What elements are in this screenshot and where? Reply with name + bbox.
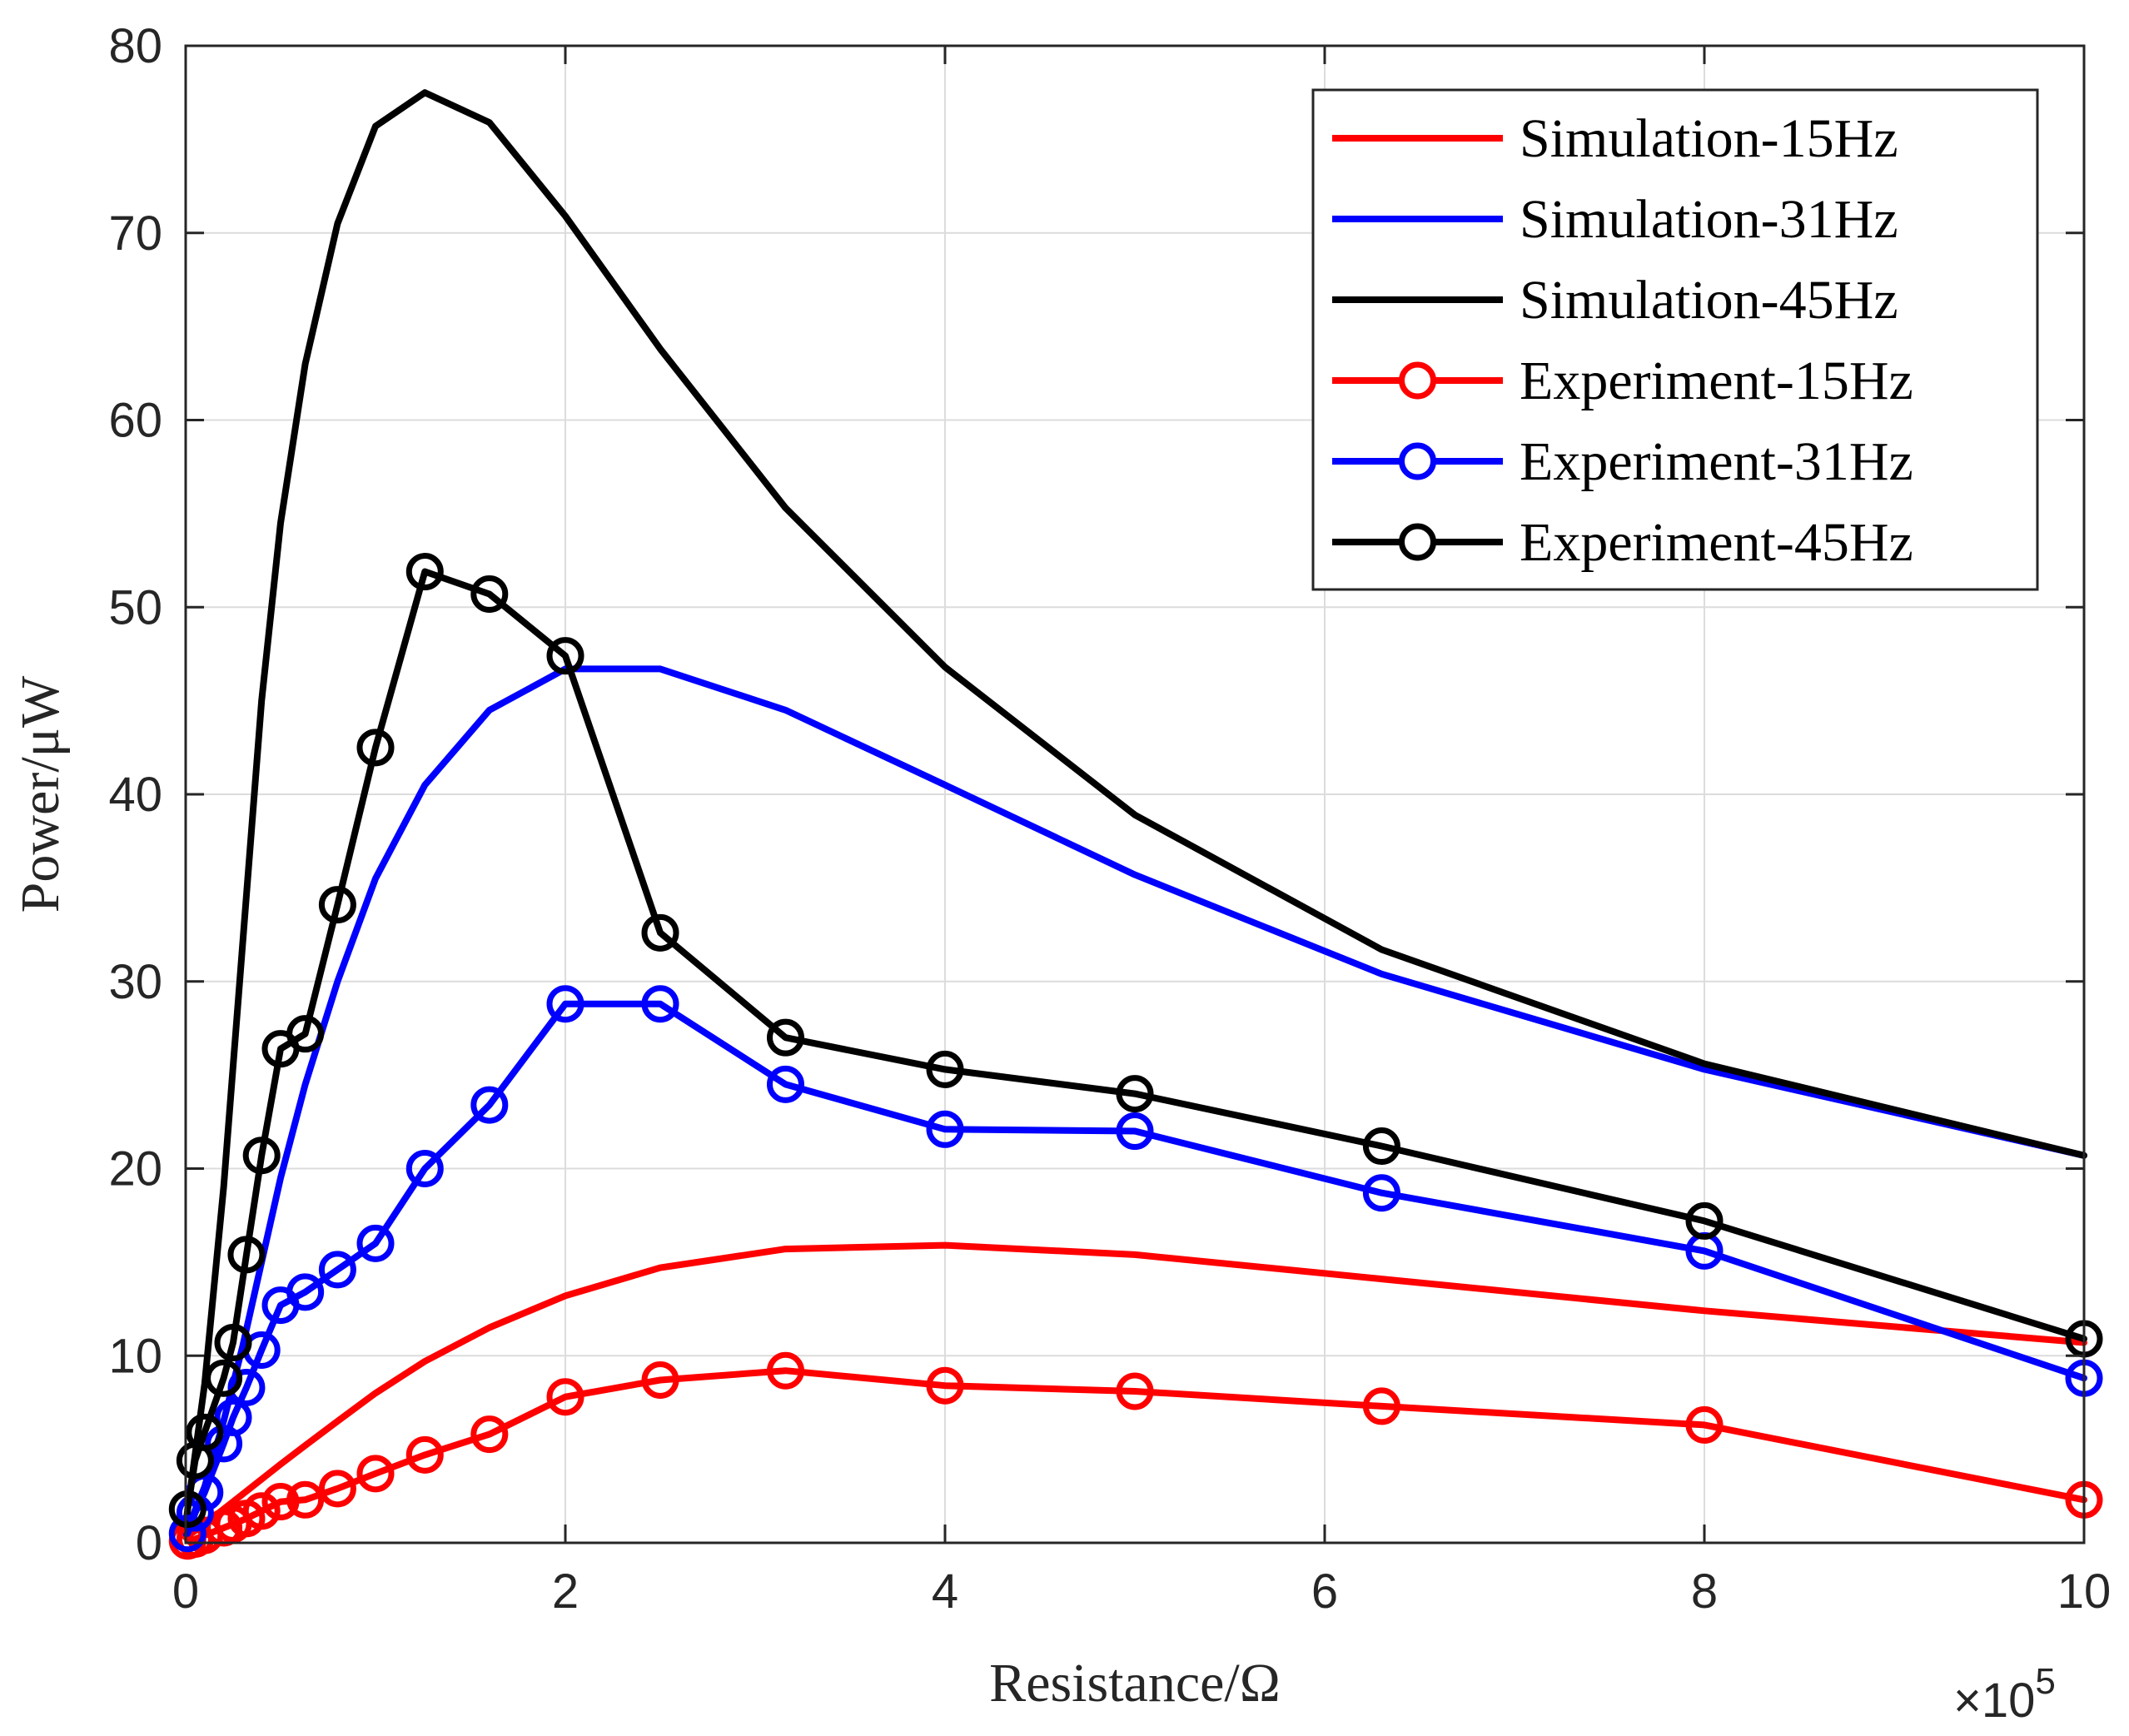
data-point-experiment-31hz xyxy=(405,1150,444,1187)
legend-label: Simulation-45Hz xyxy=(1520,270,1898,331)
legend-entry-experiment-15hz: Experiment-15Hz xyxy=(1332,351,1913,411)
data-point-experiment-45hz xyxy=(168,1490,206,1529)
y-tick-label: 30 xyxy=(108,955,162,1009)
series-line-simulation-15hz xyxy=(182,1241,2087,1541)
series-line-experiment-15hz xyxy=(184,1367,2087,1544)
ticks xyxy=(184,44,2086,1544)
x-tick-label: 8 xyxy=(1691,1564,1718,1619)
data-point-experiment-31hz xyxy=(214,1398,252,1436)
series-simulation-45hz xyxy=(182,89,2087,1528)
series-experiment-15hz xyxy=(168,1351,2103,1560)
data-point-experiment-45hz xyxy=(1116,1075,1154,1113)
data-point-experiment-15hz xyxy=(286,1480,325,1519)
legend-entry-simulation-31hz: Simulation-31Hz xyxy=(1332,189,1898,250)
data-point-experiment-45hz xyxy=(205,1359,243,1397)
series-layer xyxy=(168,89,2103,1560)
series-simulation-15hz xyxy=(182,1241,2087,1541)
series-experiment-31hz xyxy=(168,985,2103,1553)
legend-entry-simulation-45hz: Simulation-45Hz xyxy=(1332,270,1898,331)
series-line-experiment-45hz xyxy=(184,568,2087,1513)
data-point-experiment-45hz xyxy=(214,1324,252,1362)
legend-box xyxy=(1311,88,2039,591)
x-exponent-label: ×105 xyxy=(1953,1661,2056,1728)
data-point-experiment-15hz xyxy=(1685,1405,1724,1444)
legend-entry-simulation-15hz: Simulation-15Hz xyxy=(1332,108,1898,169)
x-tick-label: 2 xyxy=(552,1564,579,1619)
series-line-simulation-31hz xyxy=(182,665,2087,1537)
data-point-experiment-31hz xyxy=(286,1273,325,1311)
data-point-experiment-45hz xyxy=(926,1050,964,1088)
data-point-experiment-15hz xyxy=(242,1492,281,1530)
legend-marker xyxy=(1399,361,1436,400)
data-point-experiment-31hz xyxy=(546,985,584,1023)
y-axis-title: Power/μW xyxy=(10,675,71,913)
legend-marker xyxy=(1399,442,1436,480)
data-point-experiment-45hz xyxy=(242,1137,281,1175)
legend-label: Experiment-31Hz xyxy=(1520,431,1913,492)
y-tick-label: 40 xyxy=(108,768,162,822)
legend-label: Experiment-45Hz xyxy=(1520,512,1913,573)
data-point-experiment-31hz xyxy=(1362,1174,1400,1212)
data-point-experiment-15hz xyxy=(546,1378,584,1416)
x-axis-title: Resistance/Ω xyxy=(989,1653,1281,1714)
y-tick-label: 10 xyxy=(108,1329,162,1383)
data-point-experiment-31hz xyxy=(318,1251,356,1289)
data-point-experiment-45hz xyxy=(766,1018,804,1057)
data-point-experiment-15hz xyxy=(405,1435,444,1474)
data-point-experiment-15hz xyxy=(318,1470,356,1508)
data-point-experiment-45hz xyxy=(1362,1127,1400,1166)
data-point-experiment-45hz xyxy=(470,575,509,614)
x-exponent-base: ×10 xyxy=(1953,1674,2035,1728)
data-point-experiment-31hz xyxy=(1116,1112,1154,1151)
y-tick-label: 70 xyxy=(108,206,162,261)
data-point-experiment-45hz xyxy=(405,553,444,591)
legend-entry-experiment-31hz: Experiment-31Hz xyxy=(1332,431,1913,492)
series-simulation-31hz xyxy=(182,665,2087,1537)
data-point-experiment-15hz xyxy=(766,1351,804,1390)
y-tick-label: 80 xyxy=(108,19,162,73)
x-tick-label: 4 xyxy=(932,1564,958,1619)
series-experiment-45hz xyxy=(168,553,2103,1529)
legend: Simulation-15Hz Simulation-31Hz Simulation… xyxy=(1311,88,2039,591)
x-tick-label: 10 xyxy=(2057,1564,2112,1619)
x-tick-label: 0 xyxy=(172,1564,199,1619)
data-point-experiment-45hz xyxy=(318,886,356,924)
data-point-experiment-45hz xyxy=(227,1236,266,1274)
data-point-experiment-45hz xyxy=(356,729,395,767)
legend-label: Simulation-15Hz xyxy=(1520,108,1898,169)
data-point-experiment-15hz xyxy=(261,1483,300,1521)
legend-label: Simulation-31Hz xyxy=(1520,189,1898,250)
data-point-experiment-31hz xyxy=(766,1065,804,1103)
data-point-experiment-31hz xyxy=(168,1515,206,1553)
data-point-experiment-15hz xyxy=(1116,1372,1154,1410)
data-point-experiment-31hz xyxy=(356,1224,395,1262)
data-point-experiment-31hz xyxy=(926,1110,964,1148)
data-point-experiment-31hz xyxy=(641,985,679,1023)
data-point-experiment-45hz xyxy=(186,1413,224,1451)
data-point-experiment-45hz xyxy=(546,637,584,675)
x-exponent-power: 5 xyxy=(2035,1661,2055,1702)
data-point-experiment-31hz xyxy=(227,1368,266,1406)
tick-labels: 0 2 4 6 8 10 0 10 20 30 40 50 60 70 80 xyxy=(108,19,2111,1619)
data-point-experiment-45hz xyxy=(1685,1201,1724,1240)
series-line-simulation-45hz xyxy=(182,89,2087,1528)
x-tick-label: 6 xyxy=(1311,1564,1338,1619)
data-point-experiment-15hz xyxy=(1362,1387,1400,1425)
y-tick-label: 0 xyxy=(136,1516,162,1570)
legend-label: Experiment-15Hz xyxy=(1520,351,1913,411)
legend-marker xyxy=(1399,523,1436,561)
y-tick-label: 50 xyxy=(108,580,162,634)
data-point-experiment-15hz xyxy=(356,1455,395,1493)
data-point-experiment-15hz xyxy=(470,1415,509,1454)
data-point-experiment-45hz xyxy=(286,1015,325,1053)
data-point-experiment-15hz xyxy=(641,1360,679,1399)
legend-entry-experiment-45hz: Experiment-45Hz xyxy=(1332,512,1913,573)
y-tick-label: 60 xyxy=(108,394,162,448)
data-point-experiment-31hz xyxy=(470,1086,509,1124)
data-point-experiment-15hz xyxy=(926,1366,964,1405)
data-point-experiment-45hz xyxy=(641,913,679,952)
y-tick-label: 20 xyxy=(108,1142,162,1196)
